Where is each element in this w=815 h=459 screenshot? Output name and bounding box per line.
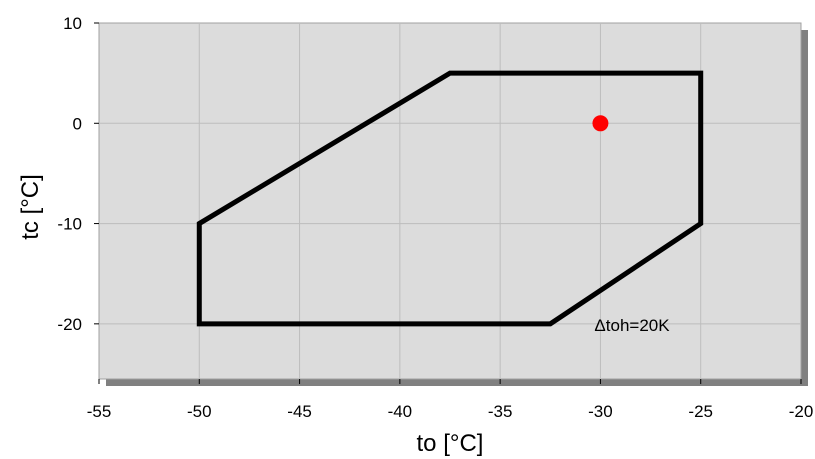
- tick-labels: -55 -50 -45 -40 -35 -30 -25 -20 10 0 -10 -20: [57, 14, 813, 421]
- x-tick-label: -30: [588, 402, 613, 421]
- y-tick-label: 0: [73, 114, 82, 133]
- x-axis-title: to [°C]: [417, 430, 484, 457]
- x-tick-label: -55: [87, 402, 112, 421]
- markers: [592, 115, 609, 132]
- x-tick-label: -50: [187, 402, 212, 421]
- annotations: Δtoh=20K: [594, 316, 670, 335]
- x-tick-label: -20: [789, 402, 814, 421]
- x-tick-label: -25: [688, 402, 713, 421]
- y-tick-label: 10: [63, 14, 82, 33]
- x-tick-label: -35: [488, 402, 513, 421]
- plot-area: [98, 22, 802, 380]
- x-tick-label: -40: [388, 402, 413, 421]
- y-tick-label: -10: [57, 215, 82, 234]
- annotation-label: Δtoh=20K: [594, 316, 670, 335]
- x-tick-label: -45: [287, 402, 312, 421]
- operating-point-marker: [592, 115, 609, 132]
- y-tick-label: -20: [57, 315, 82, 334]
- y-axis-title: tc [°C]: [17, 174, 44, 240]
- operating-envelope: [196, 70, 704, 327]
